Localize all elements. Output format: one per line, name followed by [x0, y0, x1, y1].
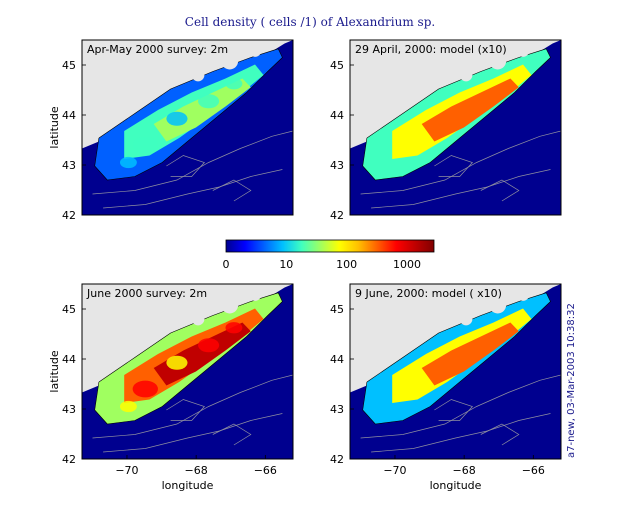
colorbar-tick-label: 1000 — [393, 258, 421, 271]
density-patch — [225, 78, 243, 90]
colorbar-tick-label: 10 — [279, 258, 293, 271]
x-tick-label: −68 — [453, 464, 476, 477]
y-tick-label: 43 — [62, 403, 76, 416]
colorbar: 0 10 100 1000 — [223, 239, 435, 271]
island — [489, 52, 507, 70]
bathymetry-contour — [371, 413, 551, 453]
y-axis-label: latitude — [48, 106, 61, 148]
island — [248, 288, 262, 301]
density-patch — [166, 355, 188, 370]
bathymetry-contour — [480, 423, 520, 446]
panel-title: Apr-May 2000 survey: 2m — [87, 43, 228, 56]
y-tick-label: 44 — [62, 109, 76, 122]
density-band-peak — [421, 322, 519, 386]
island — [221, 296, 239, 314]
bathymetry-contour — [166, 155, 206, 177]
density-patch — [132, 136, 158, 154]
y-tick-label: 45 — [330, 303, 344, 316]
density-contour — [94, 48, 283, 181]
colorbar-tick-label: 100 — [336, 258, 357, 271]
bathymetry-contour — [360, 374, 561, 439]
density-contour — [362, 48, 551, 181]
y-tick-label: 44 — [330, 109, 344, 122]
bathymetry-contour — [434, 399, 474, 421]
y-tick-label: 42 — [62, 209, 76, 222]
axes-frame — [349, 283, 562, 460]
colorbar-tick-label: 0 — [223, 258, 230, 271]
bathymetry-contour — [103, 169, 283, 209]
bathymetry-contour — [480, 179, 520, 202]
density-patch — [166, 111, 188, 126]
x-tick-label: −70 — [383, 464, 406, 477]
y-tick-label: 45 — [62, 59, 76, 72]
density-band-peak — [153, 322, 251, 386]
density-contour — [94, 292, 283, 425]
density-patch — [132, 380, 158, 398]
bathymetry-contour — [212, 179, 252, 202]
panel-title: 9 June, 2000: model ( x10) — [355, 287, 502, 300]
y-tick-label: 44 — [62, 353, 76, 366]
island — [489, 296, 507, 314]
density-contour — [362, 292, 551, 425]
island — [191, 312, 205, 326]
island — [191, 68, 205, 82]
y-tick-label: 42 — [330, 453, 344, 466]
island — [221, 52, 239, 70]
bathymetry-contour — [371, 169, 551, 209]
colorbar-ramp — [225, 239, 435, 253]
axes-frame — [81, 283, 294, 460]
y-tick-label: 45 — [330, 59, 344, 72]
panel-apr-may-survey: Apr-May 2000 survey: 2m 42 43 44 45 latitude — [48, 39, 294, 222]
y-axis-label: latitude — [48, 350, 61, 392]
y-tick-label: 43 — [330, 403, 344, 416]
bathymetry-contour — [92, 374, 293, 439]
panel-june-survey: June 2000 survey: 2m 42 43 44 45 −70 −68 −66 lat… — [48, 283, 294, 492]
density-patch — [119, 400, 137, 413]
axes-frame — [81, 39, 294, 216]
bathymetry-contour — [166, 399, 206, 421]
y-tick-label: 42 — [62, 453, 76, 466]
x-tick-label: −66 — [254, 464, 277, 477]
x-tick-label: −68 — [185, 464, 208, 477]
island — [248, 44, 262, 57]
density-patch — [198, 94, 220, 109]
island — [516, 44, 530, 57]
x-tick-label: −66 — [522, 464, 545, 477]
panel-june-model: 9 June, 2000: model ( x10) 42 43 44 45 −70 −68… — [330, 283, 562, 492]
x-tick-label: −70 — [115, 464, 138, 477]
panel-april-model: 29 April, 2000: model (x10) 42 43 44 45 — [330, 39, 562, 222]
x-axis-label: longitude — [430, 479, 482, 492]
island — [459, 68, 473, 82]
y-tick-label: 45 — [62, 303, 76, 316]
bathymetry-contour — [103, 413, 283, 453]
bathymetry-contour — [360, 130, 561, 195]
bathymetry-contour — [212, 423, 252, 446]
density-band-peak — [421, 78, 519, 142]
density-patch — [225, 322, 243, 334]
panel-title: June 2000 survey: 2m — [86, 287, 207, 300]
island — [516, 288, 530, 301]
island — [459, 312, 473, 326]
panel-title: 29 April, 2000: model (x10) — [355, 43, 507, 56]
axes-frame — [349, 39, 562, 216]
bathymetry-contour — [92, 130, 293, 195]
y-tick-label: 43 — [62, 159, 76, 172]
bathymetry-contour — [434, 155, 474, 177]
figure-title: Cell density ( cells /1) of Alexandrium … — [185, 15, 435, 29]
density-patch — [119, 156, 137, 169]
y-tick-label: 42 — [330, 209, 344, 222]
density-band-peak — [153, 78, 251, 142]
y-tick-label: 43 — [330, 159, 344, 172]
density-patch — [198, 338, 220, 353]
y-tick-label: 44 — [330, 353, 344, 366]
timestamp-note: a7-new, 03-Mar-2003 10:38:32 — [566, 303, 577, 458]
x-axis-label: longitude — [162, 479, 214, 492]
